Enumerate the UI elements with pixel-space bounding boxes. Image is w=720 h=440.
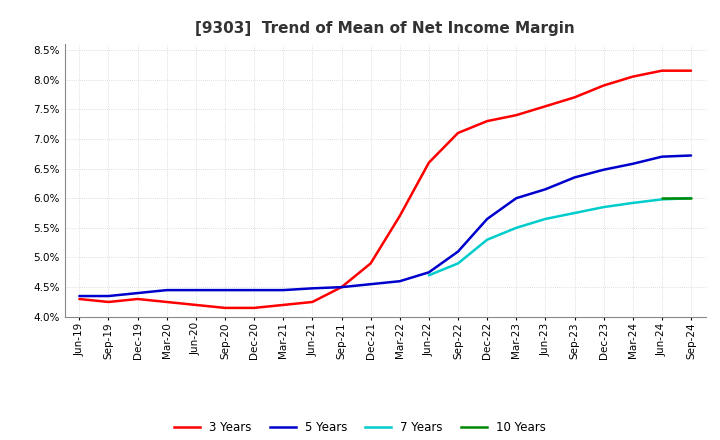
Legend: 3 Years, 5 Years, 7 Years, 10 Years: 3 Years, 5 Years, 7 Years, 10 Years (169, 416, 551, 439)
Title: [9303]  Trend of Mean of Net Income Margin: [9303] Trend of Mean of Net Income Margi… (195, 21, 575, 36)
